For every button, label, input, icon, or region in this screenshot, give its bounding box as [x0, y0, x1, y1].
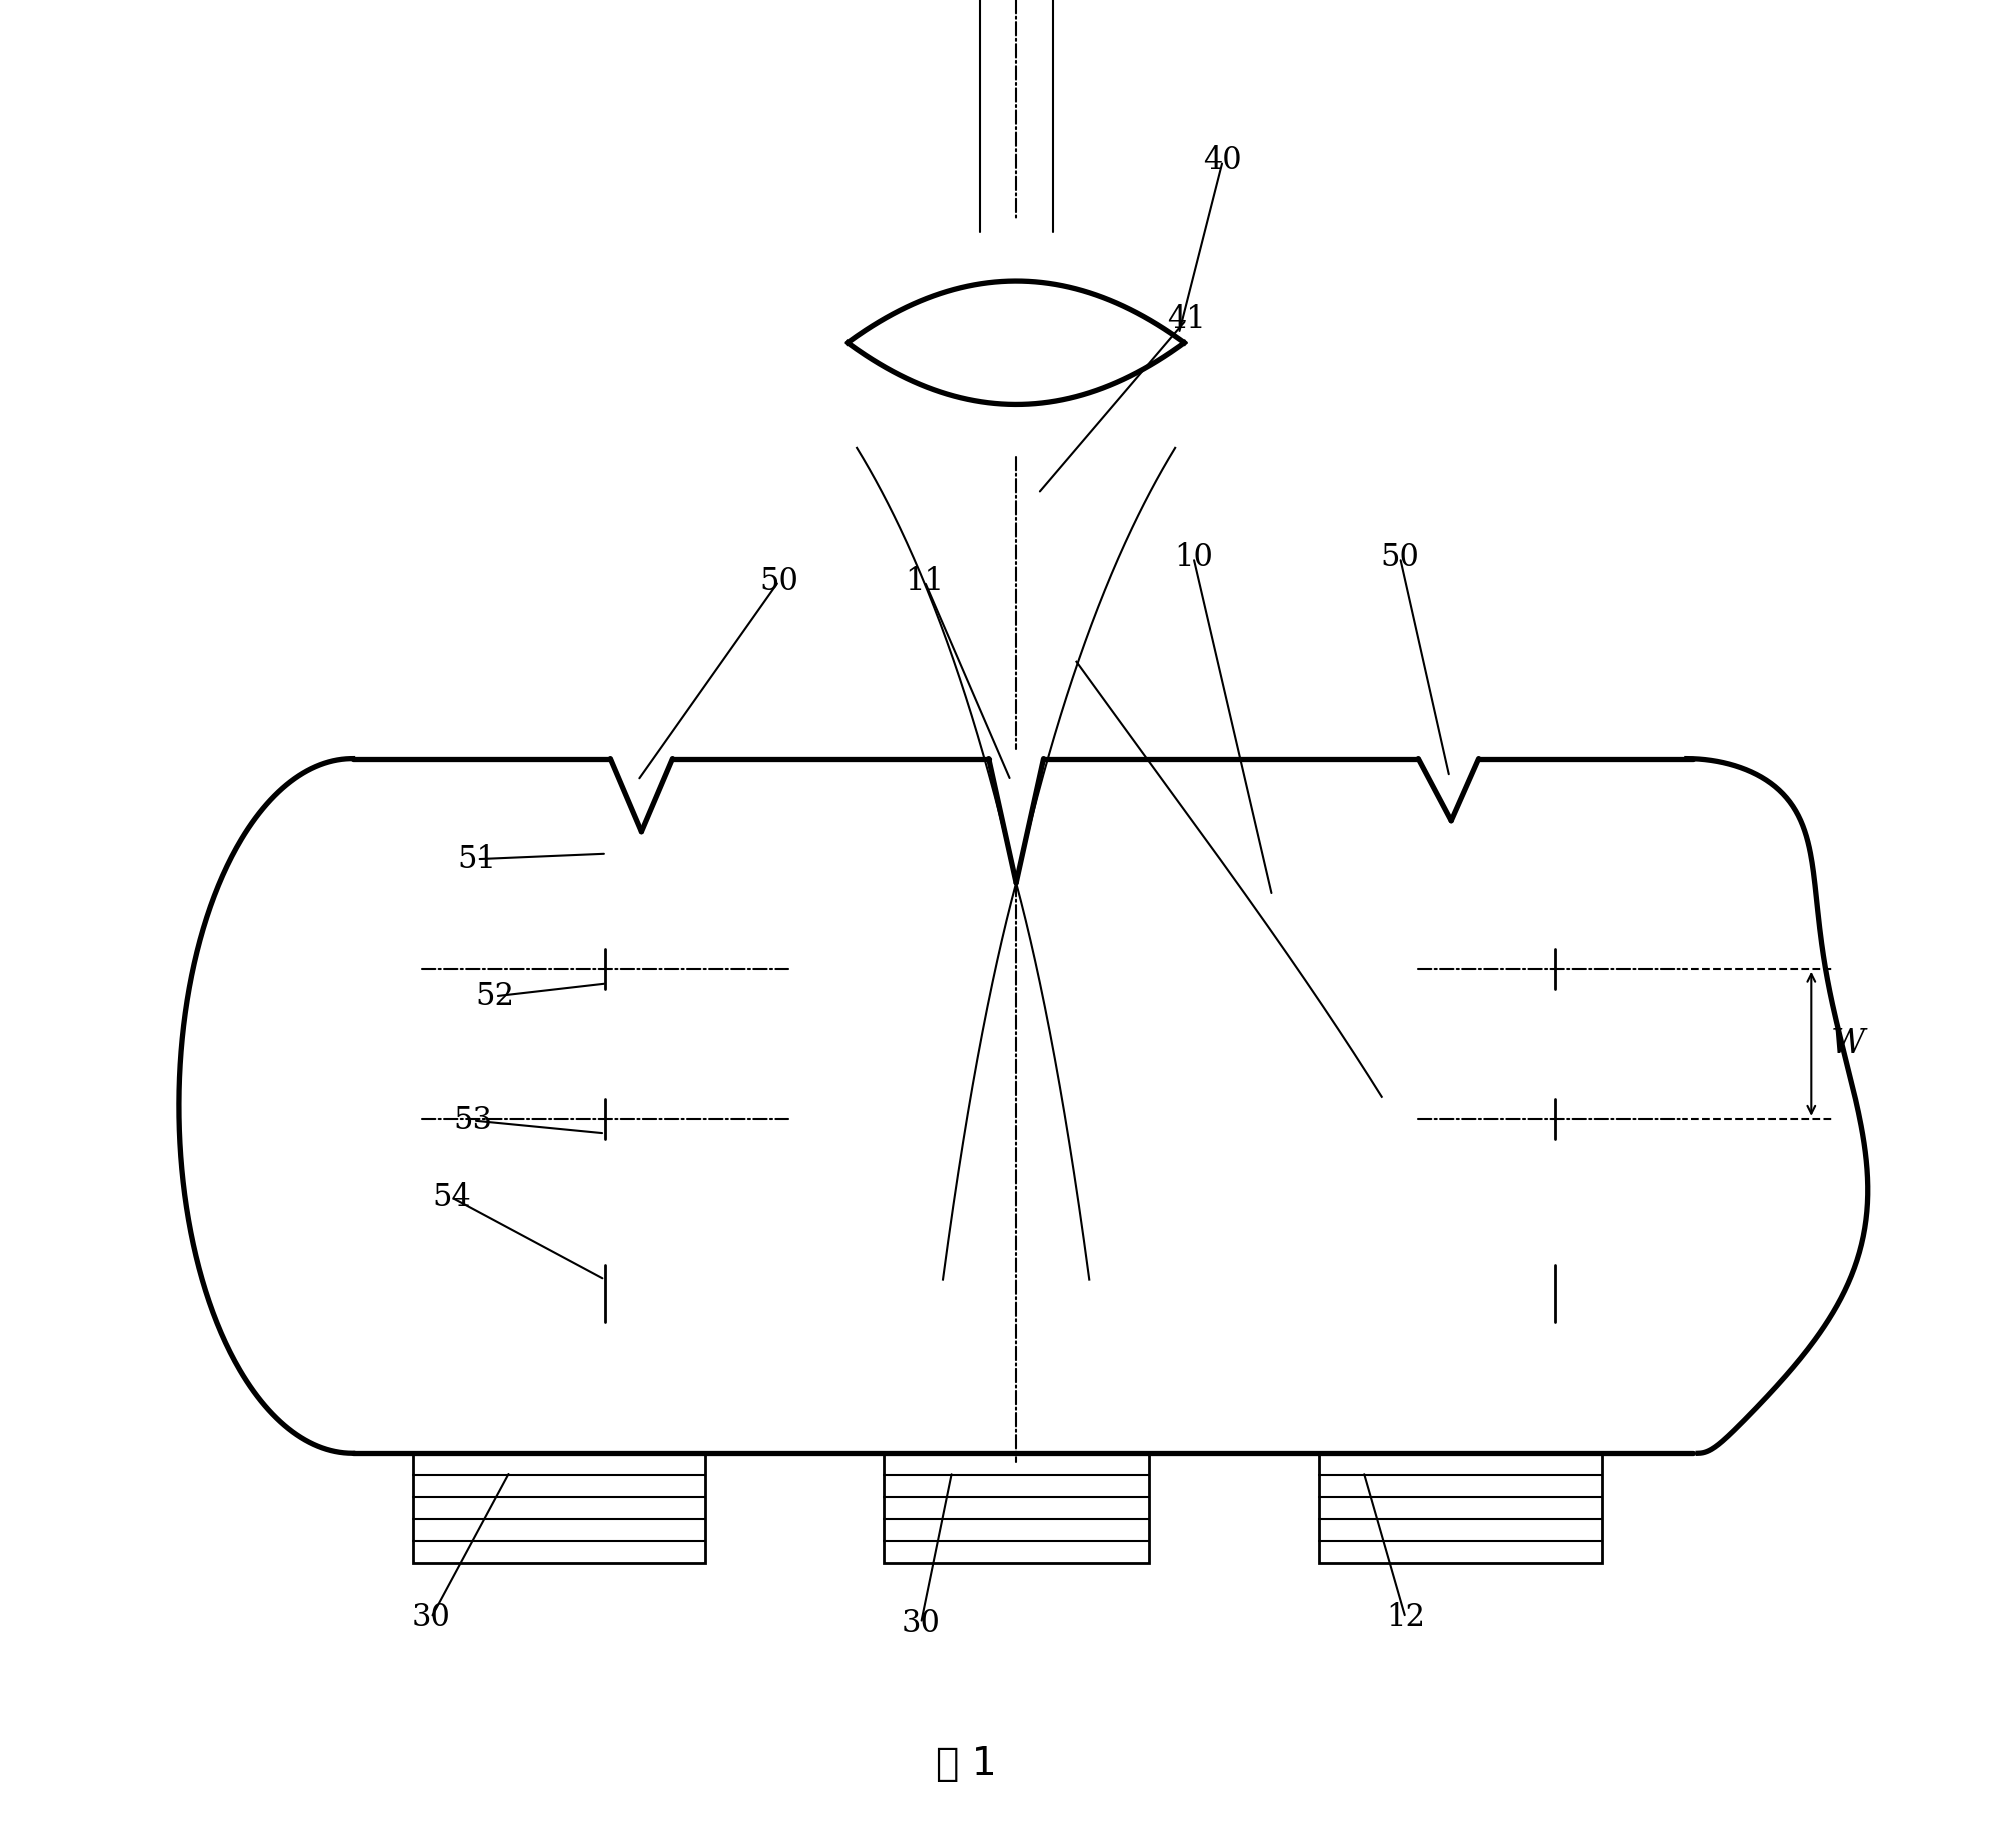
Text: 41: 41 [1166, 305, 1206, 335]
Text: W: W [1831, 1027, 1865, 1060]
Text: 11: 11 [904, 567, 945, 596]
Text: 53: 53 [453, 1106, 493, 1135]
Text: 30: 30 [411, 1603, 451, 1632]
Text: 54: 54 [431, 1183, 471, 1212]
Text: 50: 50 [1380, 543, 1420, 572]
Text: 图 1: 图 1 [937, 1746, 997, 1782]
Text: 52: 52 [475, 982, 516, 1011]
Text: 12: 12 [1386, 1603, 1426, 1632]
Text: 10: 10 [1174, 543, 1212, 572]
Text: 50: 50 [759, 567, 798, 596]
Text: 40: 40 [1204, 146, 1243, 175]
Text: 51: 51 [457, 845, 495, 874]
Text: 30: 30 [902, 1609, 941, 1638]
